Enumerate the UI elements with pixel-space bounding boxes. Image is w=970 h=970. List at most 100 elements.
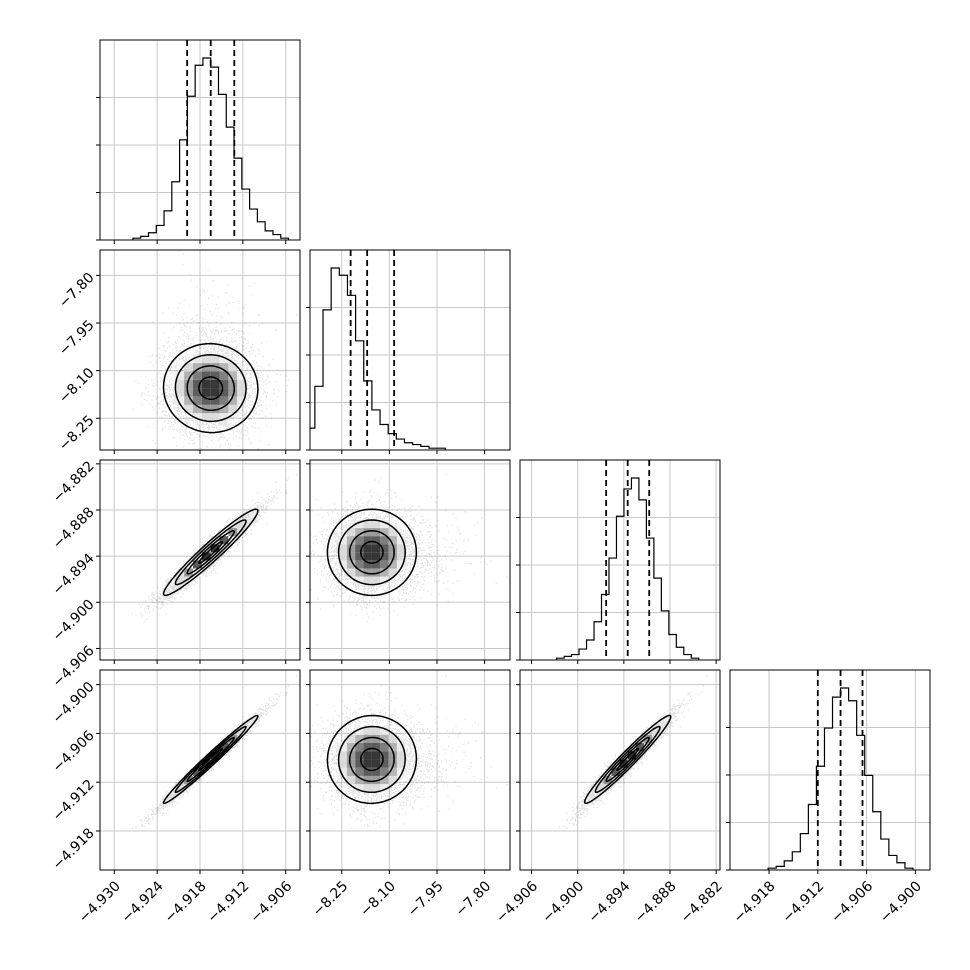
density-cell	[363, 726, 372, 735]
density-cell	[184, 404, 194, 414]
contour-line	[337, 725, 406, 794]
panel-0-0	[96, 39, 301, 244]
density-cell	[193, 354, 202, 364]
y-tick-label: −4.918	[50, 825, 98, 873]
density-cell	[371, 576, 381, 585]
density-cell	[355, 742, 364, 752]
density-cell	[210, 379, 220, 389]
panel-frame	[309, 249, 511, 451]
contour-line	[198, 747, 224, 772]
density-cell	[355, 751, 364, 760]
density-cell	[380, 767, 389, 776]
density-cell	[396, 751, 406, 760]
scatter-points	[310, 473, 508, 623]
density-cell	[396, 544, 406, 553]
density-cell	[219, 354, 229, 364]
density-cell	[355, 759, 364, 768]
density-cell	[603, 775, 612, 785]
density-cell	[355, 767, 364, 776]
density-cell	[363, 734, 372, 743]
contour-line	[198, 540, 224, 564]
density-cell	[346, 775, 356, 785]
density-cell	[363, 520, 372, 529]
contour-line	[337, 519, 406, 586]
contour-line	[594, 725, 661, 794]
density-cell	[228, 404, 238, 414]
density-cell	[201, 759, 211, 768]
density-cell	[363, 742, 372, 752]
density-cell	[371, 784, 381, 793]
contour-line	[186, 365, 236, 412]
density-cell	[210, 404, 220, 414]
density-cell	[175, 371, 185, 380]
density-cell	[338, 544, 347, 553]
density-cell	[210, 388, 220, 397]
contour-line	[360, 747, 384, 772]
density-cell	[371, 742, 381, 752]
density-cell	[201, 544, 211, 553]
contour-line	[174, 725, 247, 794]
x-tick-label: −4.912	[779, 878, 827, 926]
density-cell	[363, 784, 372, 793]
density-cell	[346, 568, 356, 577]
density-cell	[228, 379, 238, 389]
density-cell	[396, 560, 406, 569]
density-cell	[380, 544, 389, 553]
density-cell	[338, 759, 347, 768]
density-cell	[184, 568, 194, 577]
density-cell	[371, 751, 381, 760]
contour-line	[162, 508, 259, 597]
panel-2-2	[516, 459, 721, 664]
density-cell	[184, 396, 194, 405]
contour-line	[186, 736, 236, 783]
density-cell	[228, 371, 238, 380]
density-cell	[371, 775, 381, 785]
y-tick-label: −7.95	[56, 317, 98, 359]
panel-frame	[519, 459, 721, 661]
density-cell	[388, 560, 397, 569]
x-tick-label: −4.930	[76, 878, 124, 926]
density-cell	[396, 742, 406, 752]
density-cell	[201, 354, 211, 364]
density-cell	[237, 726, 247, 735]
density-cell	[201, 371, 211, 380]
x-tick-label: −8.10	[357, 878, 399, 920]
density-cell	[595, 784, 604, 793]
density-cell	[228, 528, 238, 537]
density-cell	[355, 544, 364, 553]
density-cell	[184, 363, 194, 372]
density-cell	[338, 767, 347, 776]
density-cell	[355, 520, 364, 529]
y-tick-label: −4.900	[50, 597, 98, 645]
density-cell	[346, 759, 356, 768]
density-cell	[193, 379, 202, 389]
density-cell	[380, 775, 389, 785]
density-cell	[175, 379, 185, 389]
density-cell	[237, 520, 247, 529]
contour-line	[616, 747, 640, 772]
density-cell	[363, 568, 372, 577]
x-tick-label: −4.900	[877, 878, 925, 926]
contour-line	[186, 530, 236, 575]
density-cell	[210, 544, 220, 553]
contour-line	[348, 736, 395, 783]
density-cell	[371, 759, 381, 768]
density-cell	[363, 536, 372, 545]
density-cell	[380, 759, 389, 768]
histogram-series	[556, 477, 700, 660]
panel-3-3: −4.918 −4.912 −4.906 −4.900	[726, 669, 931, 926]
density-cell	[346, 560, 356, 569]
density-cell	[380, 742, 389, 752]
density-cell	[219, 371, 229, 380]
density-cell	[210, 354, 220, 364]
density-cell	[184, 371, 194, 380]
density-cell	[627, 751, 636, 760]
density-cell	[210, 371, 220, 380]
density-cell	[201, 363, 211, 372]
density-cell	[380, 528, 389, 537]
density-cell	[219, 379, 229, 389]
density-cell	[338, 536, 347, 545]
panel-frame	[519, 669, 721, 871]
contour-line	[326, 714, 418, 805]
panel-3-2: −4.906−4.900−4.894−4.888−4.882	[493, 669, 726, 926]
